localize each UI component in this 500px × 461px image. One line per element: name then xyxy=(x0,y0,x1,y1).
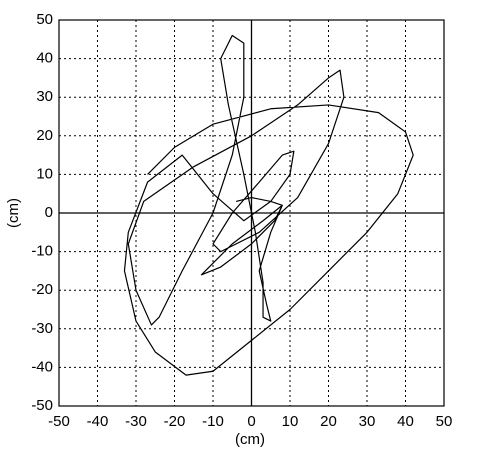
x-tick-label: -20 xyxy=(164,413,186,430)
x-tick-label: -40 xyxy=(87,413,109,430)
y-tick-label: 0 xyxy=(45,204,53,221)
x-tick-label: 50 xyxy=(436,413,453,430)
plot-frame xyxy=(58,19,445,407)
x-tick-label: -30 xyxy=(125,413,147,430)
y-tick-label: 20 xyxy=(36,127,53,144)
x-tick-label: 30 xyxy=(359,413,376,430)
x-tick-label: 0 xyxy=(247,413,255,430)
x-tick-label: 40 xyxy=(397,413,414,430)
y-tick-label: 40 xyxy=(36,50,53,67)
y-tick-label: 50 xyxy=(36,11,53,28)
y-tick-label: 10 xyxy=(36,165,53,182)
x-tick-label: 10 xyxy=(282,413,299,430)
y-tick-label: -10 xyxy=(31,243,53,260)
y-tick-label: -50 xyxy=(31,397,53,414)
x-axis-label: (cm) xyxy=(235,431,265,448)
y-axis-label: (cm) xyxy=(5,198,22,228)
x-tick-label: 20 xyxy=(320,413,337,430)
x-tick-label: -50 xyxy=(48,413,70,430)
y-tick-label: 30 xyxy=(36,88,53,105)
x-tick-label: -10 xyxy=(202,413,224,430)
y-tick-label: -40 xyxy=(31,358,53,375)
y-tick-label: -20 xyxy=(31,281,53,298)
trajectory-line xyxy=(123,34,414,376)
y-tick-label: -30 xyxy=(31,320,53,337)
